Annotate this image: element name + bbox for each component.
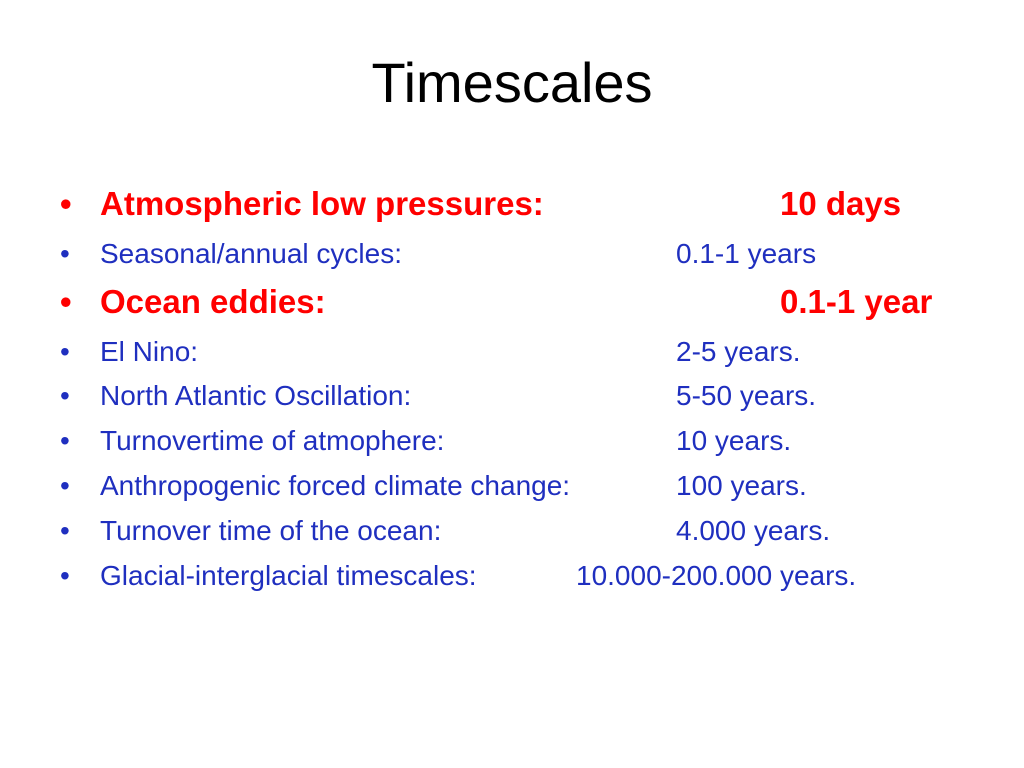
bullet: • xyxy=(60,425,70,456)
item-label: El Nino: xyxy=(100,336,199,367)
item-label: Seasonal/annual cycles: xyxy=(100,238,402,269)
item-value: 0.1-1 year xyxy=(780,283,933,320)
list-item: • Ocean eddies: 0.1-1 year xyxy=(0,281,1024,323)
item-label: Anthropogenic forced climate change: xyxy=(100,470,571,501)
bullet: • xyxy=(60,238,70,269)
bullet: • xyxy=(60,470,70,501)
list-item: • North Atlantic Oscillation: 5-50 years… xyxy=(0,378,1024,414)
slide-title: Timescales xyxy=(371,51,653,114)
item-label: Turnovertime of atmophere: xyxy=(100,425,445,456)
bullet: • xyxy=(60,185,72,222)
item-label: Glacial-interglacial timescales: xyxy=(100,560,477,591)
item-value: 0.1-1 years xyxy=(676,238,817,269)
item-value: 10 days xyxy=(780,185,902,222)
item-label: Atmospheric low pressures: xyxy=(100,185,544,222)
item-value: 10 years. xyxy=(676,425,792,456)
list-item: • Glacial-interglacial timescales: 10.00… xyxy=(0,558,1024,594)
item-label: Ocean eddies: xyxy=(100,283,326,320)
item-value: 5-50 years. xyxy=(676,380,817,411)
item-value: 2-5 years. xyxy=(676,336,801,367)
bullet: • xyxy=(60,336,70,367)
item-value: 10.000-200.000 years. xyxy=(576,560,857,591)
item-value: 100 years. xyxy=(676,470,807,501)
item-value: 4.000 years. xyxy=(676,515,831,546)
bullet: • xyxy=(60,283,72,320)
item-label: Turnover time of the ocean: xyxy=(100,515,442,546)
bullet: • xyxy=(60,380,70,411)
list-item: • El Nino: 2-5 years. xyxy=(0,334,1024,370)
item-label: North Atlantic Oscillation: xyxy=(100,380,412,411)
bullet: • xyxy=(60,515,70,546)
bullet: • xyxy=(60,560,70,591)
list-item: • Anthropogenic forced climate change: 1… xyxy=(0,468,1024,504)
list-item: • Atmospheric low pressures: 10 days xyxy=(0,183,1024,225)
list-item: • Turnover time of the ocean: 4.000 year… xyxy=(0,513,1024,549)
list-item: • Turnovertime of atmophere: 10 years. xyxy=(0,423,1024,459)
list-item: • Seasonal/annual cycles: 0.1-1 years xyxy=(0,236,1024,272)
